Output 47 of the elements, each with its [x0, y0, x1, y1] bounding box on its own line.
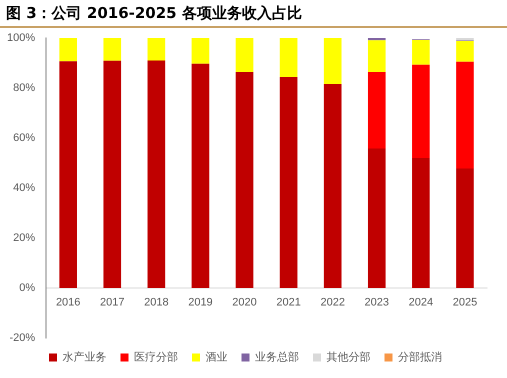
y-tick-label: 40% — [13, 182, 36, 194]
y-tick-label: 80% — [13, 82, 36, 94]
bar — [148, 38, 166, 60]
legend-label: 酒业 — [206, 350, 228, 364]
y-tick-label: 60% — [13, 132, 36, 144]
y-tick-label: 20% — [13, 232, 36, 244]
bar — [280, 77, 298, 288]
bar — [192, 38, 210, 64]
chart-title: 图 3：公司 2016-2025 各项业务收入占比 — [0, 0, 507, 28]
bar — [368, 72, 386, 148]
bar — [368, 40, 386, 72]
bar — [412, 64, 430, 158]
y-tick-label: 0% — [19, 282, 36, 294]
bar — [59, 38, 77, 62]
bar — [456, 62, 474, 168]
legend-label: 医疗分部 — [134, 350, 178, 364]
legend-label: 业务总部 — [255, 350, 299, 364]
legend-label: 其他分部 — [326, 350, 370, 364]
x-tick-label: 2025 — [452, 296, 478, 309]
x-tick-label: 2024 — [408, 296, 434, 309]
x-tick-label: 2022 — [320, 296, 345, 309]
bar — [192, 64, 210, 288]
bar — [148, 60, 166, 288]
bar — [368, 148, 386, 288]
y-tick-label: -20% — [9, 332, 36, 344]
bar — [456, 168, 474, 288]
bar — [324, 38, 342, 84]
x-tick-label: 2017 — [100, 296, 125, 309]
legend-label: 水产业务 — [62, 350, 106, 364]
bar — [59, 61, 77, 288]
x-tick-label: 2016 — [56, 296, 80, 309]
bar — [456, 41, 474, 62]
bar — [103, 60, 122, 288]
bar — [412, 40, 430, 65]
bar — [412, 158, 430, 288]
x-tick-label: 2020 — [232, 296, 257, 309]
x-tick-label: 2018 — [144, 296, 169, 309]
legend-label: 分部抵消 — [398, 350, 442, 364]
bar — [236, 38, 254, 72]
bar — [324, 84, 342, 288]
bar — [103, 38, 122, 61]
x-tick-label: 2023 — [364, 296, 390, 309]
y-tick-label: 100% — [6, 32, 36, 44]
x-tick-label: 2021 — [276, 296, 301, 309]
x-tick-label: 2019 — [188, 296, 213, 309]
bar — [280, 38, 298, 77]
bar — [236, 72, 254, 288]
